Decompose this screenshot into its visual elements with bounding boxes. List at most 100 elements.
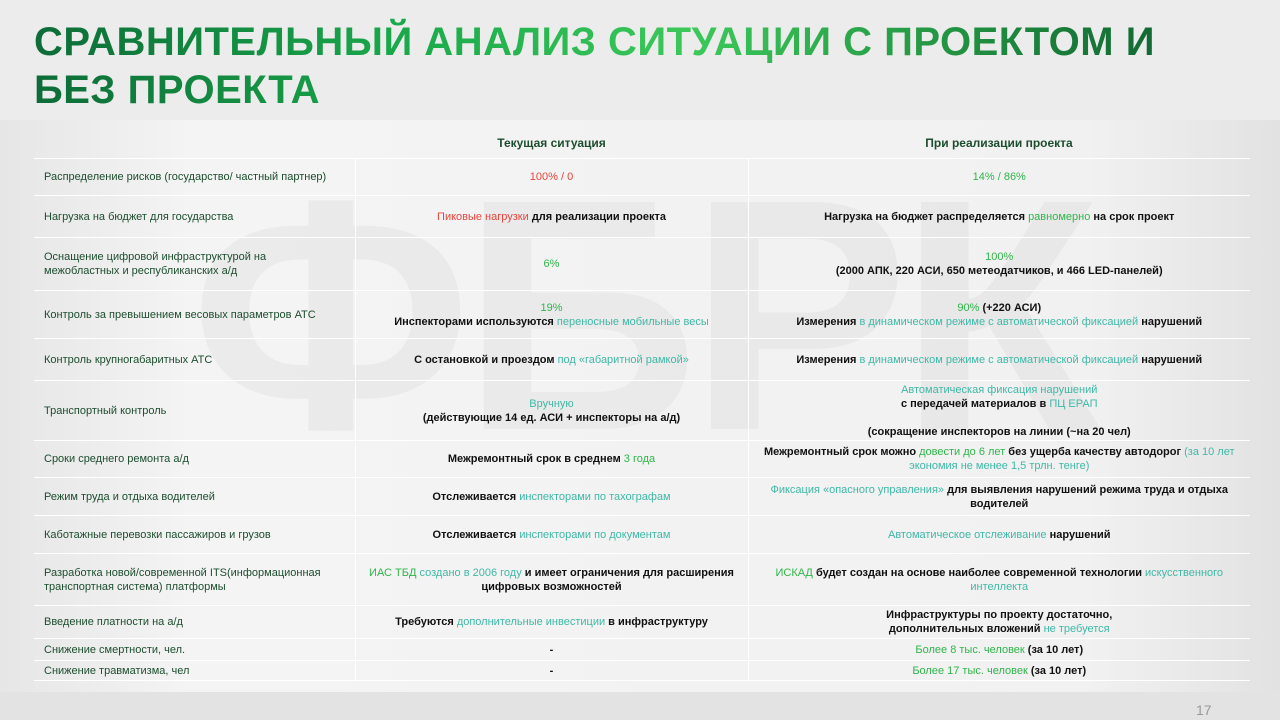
cell-text-segment: Инспекторами используются [394,315,554,328]
table-row: Снижение травматизма, чел - Более 17 тыс. … [34,660,1250,681]
cell-current-situation: ИАС ТБД создано в 2006 году и имеет огра… [354,553,749,606]
cell-with-project: Нагрузка на бюджет распределяется равном… [748,195,1250,238]
cell-text-segment: 90% [957,301,980,314]
cell-text-segment: инспекторами по документам [519,528,671,541]
cell-text-segment: Более 17 тыс. человек [912,664,1028,677]
table-row: Каботажные перевозки пассажиров и грузов… [34,515,1250,554]
cell-text-segment: без ущерба качеству автодорог [1005,446,1185,458]
cell-text-segment: будет создан на основе наиболее современ… [812,566,1146,579]
cell-with-project: 14% / 86% [748,158,1250,196]
row-label: Снижение смертности, чел. [34,638,355,661]
row-label: Распределение рисков (государство/ частн… [34,158,355,196]
cell-text-segment: дополнительные инвестиции [456,616,606,628]
table-row: Снижение смертности, чел. - Более 8 тыс. ч… [34,638,1250,661]
row-label: Каботажные перевозки пассажиров и грузов [34,515,355,554]
cell-with-project: 100% (2000 АПК, 220 АСИ, 650 метеодатчик… [748,237,1250,291]
cell-current-situation: 100% / 0 [354,158,749,196]
cell-text-segment: 14% / 86% [972,171,1026,183]
cell-text-segment: Вручную [529,397,574,410]
cell-with-project: 90% (+220 АСИ) Измерения в динамическом … [748,290,1250,339]
cell-text-segment: Требуются [395,616,457,628]
table-header-row: Текущая ситуация При реализации проекта [34,128,1250,159]
row-label: Контроль крупногабаритных АТС [34,338,355,381]
cell-text-segment: ИАС ТБД [369,566,417,579]
cell-current-situation: Пиковые нагрузки для реализации проекта [354,195,749,238]
row-label: Разработка новой/современной ITS(информа… [34,553,355,606]
cell-text-segment: искусственного интеллекта [970,566,1224,593]
cell-text-segment: под «габаритной рамкой» [557,353,689,366]
cell-text-segment: Межремонтный срок в среднем [447,453,624,465]
cell-text-segment: нарушений [1046,528,1111,541]
cell-current-situation: Отслеживается инспекторами по документам [354,515,749,554]
cell-text-segment: нарушений [1138,315,1203,328]
cell-text-segment: Более 8 тыс. человек [915,643,1025,656]
cell-text-segment: довести до 6 лет [919,446,1006,458]
cell-text-segment: нарушений [1138,353,1203,366]
page-number: 17 [1196,702,1212,718]
cell-text-segment: (за 10 лет экономия не менее 1,5 трлн. т… [909,446,1235,472]
cell-text-segment: и имеет ограничения для расширения цифро… [481,566,734,593]
cell-text-segment: с передачей материалов в [900,397,1047,410]
cell-text-segment: - [549,664,554,677]
cell-with-project: Автоматическая фиксация нарушений с пере… [748,380,1250,441]
cell-text-segment: Отслеживается [432,528,520,541]
table-row: Распределение рисков (государство/ частн… [34,158,1250,196]
cell-text-segment: Автоматическая фиксация нарушений [901,383,1098,396]
cell-text-segment: 100% [985,251,1014,263]
cell-text-segment: (+220 АСИ) Измерения [796,301,1042,328]
cell-text-segment: (сокращение инспекторов на линии (~на 20… [867,425,1131,438]
header-with-project: При реализации проекта [748,128,1250,159]
cell-current-situation: Вручную (действующие 14 ед. АСИ + инспек… [354,380,749,441]
comparison-table: Текущая ситуация При реализации проекта … [34,128,1250,681]
cell-text-segment: 3 года [623,453,656,465]
cell-text-segment: на срок проект [1090,210,1175,223]
row-label: Введение платности на а/д [34,605,355,639]
cell-text-segment: (за 10 лет) [1027,664,1087,677]
table-row: Сроки среднего ремонта а/д Межремонтный с… [34,440,1250,478]
cell-text-segment: Пиковые нагрузки [437,210,529,223]
cell-text-segment: в инфраструктуру [605,616,708,628]
cell-text-segment: для выявления нарушений режима труда и о… [947,483,1229,510]
table-row: Транспортный контроль Вручную (действующи… [34,380,1250,441]
cell-text-segment: ИСКАД [775,566,813,579]
cell-current-situation: Требуются дополнительные инвестиции в ин… [354,605,749,639]
cell-text-segment: Фиксация «опасного управления» [770,483,945,496]
row-label: Транспортный контроль [34,380,355,441]
cell-text-segment: (за 10 лет) [1024,643,1084,656]
cell-with-project: Более 8 тыс. человек (за 10 лет) [748,638,1250,661]
cell-text-segment: равномерно [1028,210,1091,223]
cell-with-project: Измерения в динамическом режиме с автома… [748,338,1250,381]
cell-text-segment: 100% / 0 [529,171,574,183]
cell-current-situation: - [354,660,749,681]
cell-current-situation: Межремонтный срок в среднем 3 года [354,440,749,478]
row-label: Контроль за превышением весовых параметр… [34,290,355,339]
cell-text-segment: Нагрузка на бюджет распределяется [824,210,1029,223]
cell-text-segment: Межремонтный срок можно [763,446,920,458]
cell-with-project: ИСКАД будет создан на основе наиболее со… [748,553,1250,606]
cell-text-segment: в динамическом режиме с автоматической ф… [859,315,1139,328]
cell-text-segment: (действующие 14 ед. АСИ + инспекторы на … [422,411,681,424]
cell-current-situation: Отслеживается инспекторами по тахографам [354,477,749,516]
cell-text-segment: 19% [540,301,563,314]
cell-text-segment: создано в 2006 году [416,566,522,579]
table-row: Оснащение цифровой инфраструктурой на ме… [34,237,1250,291]
table-row: Разработка новой/современной ITS(информа… [34,553,1250,606]
row-label: Режим труда и отдыха водителей [34,477,355,516]
cell-text-segment: (2000 АПК, 220 АСИ, 650 метеодатчиков, и… [835,265,1163,277]
cell-current-situation: - [354,638,749,661]
slide-title: СРАВНИТЕЛЬНЫЙ АНАЛИЗ СИТУАЦИИ С ПРОЕКТОМ… [34,18,1234,114]
table-row: Контроль крупногабаритных АТС С остановко… [34,338,1250,381]
cell-with-project: Межремонтный срок можно довести до 6 лет… [748,440,1250,478]
cell-text-segment: Отслеживается [432,490,520,503]
cell-current-situation: С остановкой и проездом под «габаритной … [354,338,749,381]
row-label: Оснащение цифровой инфраструктурой на ме… [34,237,355,291]
cell-with-project: Более 17 тыс. человек (за 10 лет) [748,660,1250,681]
cell-text-segment: - [549,643,554,656]
cell-text-segment: Инфраструктуры по проекту достаточно, до… [886,609,1113,635]
table-row: Нагрузка на бюджет для государства Пиковы… [34,195,1250,238]
cell-text-segment: для реализации проекта [528,210,666,223]
cell-text-segment: ПЦ ЕРАП [1049,397,1098,410]
table-row: Контроль за превышением весовых параметр… [34,290,1250,339]
cell-text-segment: в динамическом режиме с автоматической ф… [859,353,1139,366]
row-label: Снижение травматизма, чел [34,660,355,681]
